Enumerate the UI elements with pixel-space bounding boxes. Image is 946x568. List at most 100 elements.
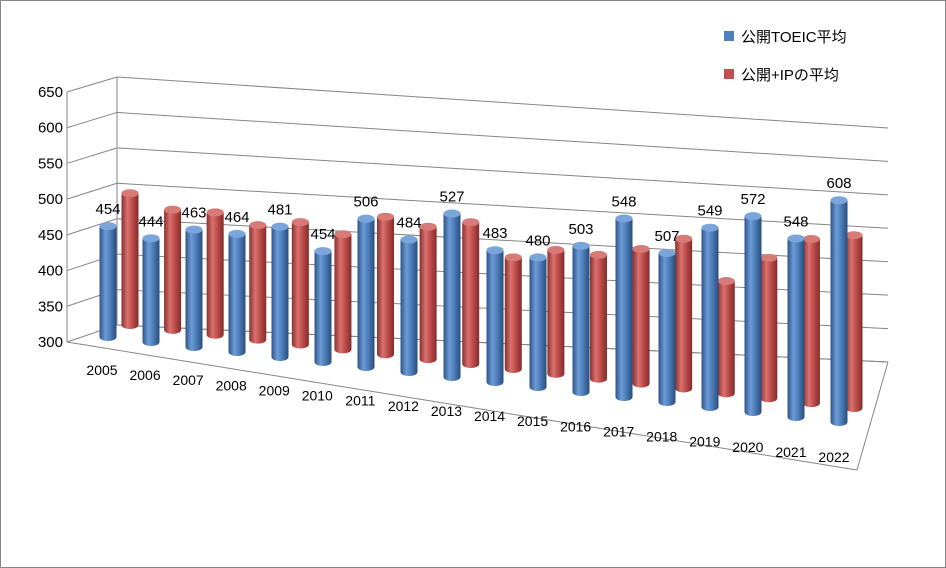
bar-series-2 xyxy=(164,205,182,334)
bar-series-1 xyxy=(400,235,418,376)
x-tick-label: 2011 xyxy=(345,393,375,409)
x-tick-label: 2015 xyxy=(517,413,548,429)
y-tick-label: 600 xyxy=(38,120,63,137)
y-tick-label: 500 xyxy=(38,191,63,208)
x-tick-label: 2008 xyxy=(216,377,247,393)
legend: 公開TOEIC平均 公開+IPの平均 xyxy=(724,29,847,84)
bar-series-2 xyxy=(802,234,820,408)
gridline-side xyxy=(66,111,118,129)
gridline-side xyxy=(66,147,118,164)
y-axis-ticks: 300 350 400 450 500 550 600 650 xyxy=(38,84,63,351)
bar-series-1 xyxy=(357,214,375,371)
bar-series-1 xyxy=(99,222,117,341)
bar-series-1 xyxy=(142,234,160,346)
bar-series-1 xyxy=(486,246,504,386)
floor-front-edge xyxy=(66,341,858,471)
data-label: 454 xyxy=(95,201,120,218)
data-label: 463 xyxy=(181,205,206,222)
bar-series-1 xyxy=(443,209,461,381)
floor-right-edge xyxy=(856,361,889,471)
bar-series-1 xyxy=(572,241,590,396)
x-tick-label: 2009 xyxy=(259,382,290,398)
x-tick-label: 2005 xyxy=(86,362,117,378)
bar-series-1 xyxy=(529,253,547,391)
data-label: 464 xyxy=(224,209,249,226)
bar-series-2 xyxy=(462,218,480,369)
gridline-side xyxy=(66,218,118,236)
data-label: 480 xyxy=(525,232,550,249)
bar-series-2 xyxy=(334,230,352,354)
data-label: 454 xyxy=(310,226,335,243)
bar-series-2 xyxy=(632,244,650,388)
gridline-back xyxy=(116,111,889,162)
bar-series-1 xyxy=(185,225,203,351)
bar-series-1 xyxy=(228,229,246,356)
bar-series-2 xyxy=(504,253,522,373)
x-tick-label: 2013 xyxy=(431,403,462,419)
x-tick-label: 2018 xyxy=(646,429,677,445)
bar-series-1 xyxy=(615,214,633,401)
gridline-side xyxy=(66,76,118,93)
data-label: 548 xyxy=(611,193,636,210)
x-axis-categories: 2005 2006 2007 2008 2009 2010 2011 2012 2013 2014… xyxy=(86,362,849,465)
x-tick-label: 2022 xyxy=(818,449,849,465)
bar-series-1 xyxy=(787,234,805,421)
bar-series-2 xyxy=(249,221,267,344)
y-tick-label: 300 xyxy=(38,334,63,351)
bar-series-1 xyxy=(830,196,848,426)
bar-series-1 xyxy=(658,248,676,406)
data-labels: 454 444 463 464 481 454 506 484 527 483 480 503 548 5… xyxy=(95,175,851,249)
y-tick-label: 550 xyxy=(38,155,63,172)
bar-series-2 xyxy=(377,212,395,359)
bar-series-2 xyxy=(717,277,735,398)
gridline-back xyxy=(116,76,889,129)
data-label: 549 xyxy=(697,203,722,220)
gridline-back xyxy=(116,147,889,196)
bar-series-2 xyxy=(547,245,565,378)
legend-label-series-1: 公開TOEIC平均 xyxy=(741,29,847,46)
bar-series-2 xyxy=(206,208,224,339)
data-label: 527 xyxy=(439,189,464,206)
bar-series-2 xyxy=(121,189,139,329)
bar-series-1 xyxy=(314,247,332,366)
y-tick-label: 450 xyxy=(38,227,63,244)
x-tick-label: 2006 xyxy=(129,367,160,383)
x-tick-label: 2020 xyxy=(732,439,763,455)
x-tick-label: 2014 xyxy=(474,408,505,424)
legend-swatch-series-2 xyxy=(724,69,734,79)
data-label: 572 xyxy=(740,191,765,208)
y-tick-label: 350 xyxy=(38,298,63,315)
bar-series-1 xyxy=(271,222,289,361)
bar-series-1 xyxy=(744,212,762,416)
bar-series-2 xyxy=(760,253,778,403)
data-label: 444 xyxy=(138,213,163,230)
x-tick-label: 2016 xyxy=(560,418,591,434)
x-tick-label: 2017 xyxy=(603,423,634,439)
data-label: 608 xyxy=(826,175,851,192)
legend-swatch-series-1 xyxy=(724,31,734,41)
data-label: 484 xyxy=(396,215,421,232)
bar-series-2 xyxy=(845,231,863,412)
x-tick-label: 2010 xyxy=(302,388,333,404)
data-label: 548 xyxy=(783,213,808,230)
legend-label-series-2: 公開+IPの平均 xyxy=(741,67,839,84)
data-label: 506 xyxy=(353,194,378,211)
data-label: 483 xyxy=(482,225,507,242)
bar-series-2 xyxy=(675,234,693,393)
x-tick-label: 2012 xyxy=(388,398,419,414)
x-tick-label: 2007 xyxy=(173,372,204,388)
bar-series-2 xyxy=(419,222,437,364)
y-tick-label: 400 xyxy=(38,263,63,280)
data-label: 481 xyxy=(267,202,292,219)
y-tick-label: 650 xyxy=(38,84,63,101)
x-tick-label: 2021 xyxy=(775,444,806,460)
bar-series-2 xyxy=(589,250,607,383)
gridline-side xyxy=(66,182,118,200)
data-label: 503 xyxy=(568,221,593,238)
bar-series-2 xyxy=(291,218,309,349)
data-label: 507 xyxy=(654,228,679,245)
bars xyxy=(99,189,863,426)
x-tick-label: 2019 xyxy=(689,434,720,450)
bar-series-1 xyxy=(701,223,719,411)
